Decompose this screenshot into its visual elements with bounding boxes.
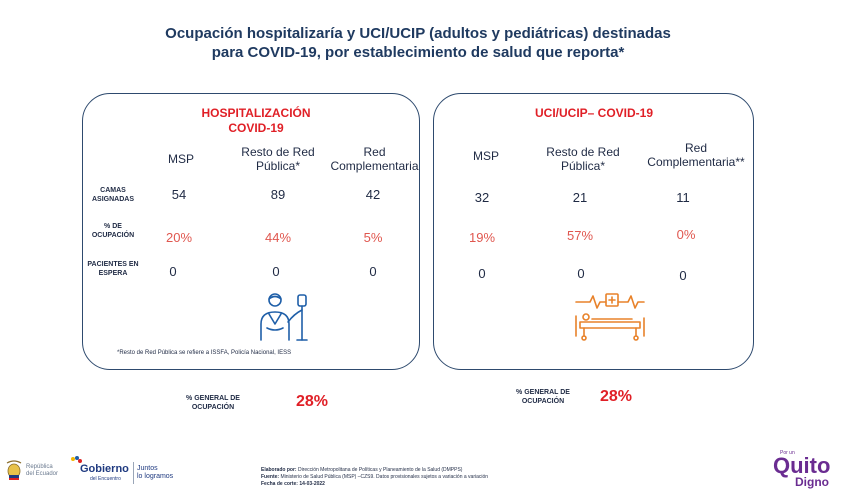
col-resto-red-line1: Resto de Red <box>241 145 315 159</box>
gobierno-name: Gobierno <box>80 463 129 475</box>
uci-col-red-complementaria: Red Complementaria** <box>641 141 751 169</box>
row-label-camas-line2: ASIGNADAS <box>91 196 134 203</box>
hosp-ocupacion-msp: 20% <box>165 230 193 245</box>
row-label-espera: PACIENTES EN ESPERA <box>83 260 143 278</box>
hospitalizacion-panel: HOSPITALIZACIÓN COVID-19 MSP Resto de Re… <box>82 93 420 370</box>
general-ocupacion-value-left: 28% <box>296 393 329 410</box>
uci-espera-comp: 0 <box>679 268 687 283</box>
row-label-ocupacion: % DE OCUPACIÓN <box>83 222 143 240</box>
credits-elaborado: Elaborado por: Dirección Metropolitana d… <box>261 467 488 474</box>
hosp-ocupacion-comp: 5% <box>363 230 383 245</box>
col-resto-red: Resto de Red Pública* <box>233 145 323 173</box>
page-title-line1: Ocupación hospitalizaría y UCI/UCIP (adu… <box>165 25 671 42</box>
hosp-camas-comp: 42 <box>365 187 381 202</box>
quito-logo-prefix: Por un <box>780 450 795 456</box>
hosp-espera-comp: 0 <box>369 264 377 279</box>
uci-ocupacion-msp: 19% <box>468 230 496 245</box>
ecuador-label-line1: República <box>26 464 53 470</box>
uci-col-red-complementaria-line2: Complementaria** <box>647 155 745 169</box>
quito-logo-digno: Digno <box>795 475 829 489</box>
gobierno-separator <box>133 462 134 484</box>
uci-col-resto-red-line1: Resto de Red <box>546 145 620 159</box>
uci-panel: UCI/UCIP– COVID-19 MSP Resto de Red Públ… <box>433 93 754 370</box>
uci-col-red-complementaria-line1: Red <box>684 141 707 155</box>
uci-title: UCI/UCIP– COVID-19 <box>534 106 654 120</box>
uci-espera-resto: 0 <box>577 266 585 281</box>
credits-fecha-value: 14-03-2022 <box>299 481 325 487</box>
general-ocupacion-value-right: 28% <box>600 388 633 405</box>
uci-camas-msp: 32 <box>474 190 490 205</box>
col-red-complementaria-line2: Complementaria <box>330 159 419 173</box>
hospital-patient-iv-icon <box>255 292 317 347</box>
col-msp: MSP <box>167 152 194 166</box>
col-red-complementaria: Red Complementaria <box>327 145 422 173</box>
uci-col-resto-red-line2: Pública* <box>560 159 606 173</box>
uci-camas-comp: 11 <box>676 190 690 205</box>
gobierno-tagline-line1: Juntos <box>137 465 158 472</box>
general-ocupacion-label-right-line1: % GENERAL DE <box>516 389 570 396</box>
general-ocupacion-label-left: % GENERAL DE OCUPACIÓN <box>168 394 258 412</box>
uci-col-resto-red: Resto de Red Pública* <box>538 145 628 173</box>
uci-ocupacion-comp: 0% <box>676 227 696 242</box>
gobierno-logo-icon <box>70 454 82 472</box>
page-title: Ocupación hospitalizaría y UCI/UCIP (adu… <box>0 24 836 62</box>
hosp-footnote: *Resto de Red Pública se refiere a ISSFA… <box>117 350 292 356</box>
row-label-espera-line2: ESPERA <box>98 270 128 277</box>
hosp-ocupacion-resto: 44% <box>264 230 292 245</box>
quito-logo: Quito <box>773 453 831 478</box>
hospitalizacion-title-line1: HOSPITALIZACIÓN <box>201 106 311 120</box>
gobierno-sub: del Encuentro <box>90 476 121 482</box>
general-ocupacion-label-left-line1: % GENERAL DE <box>186 395 240 402</box>
credits-fecha: Fecha de corte: 14-03-2022 <box>261 481 488 488</box>
ecuador-label: República del Ecuador <box>26 464 66 478</box>
ecuador-coat-of-arms-icon <box>4 459 24 486</box>
gobierno-tagline: Juntos lo logramos <box>137 465 173 481</box>
credits-fuente-value: Ministerio de Salud Pública (MSP) –CZS9.… <box>280 474 489 480</box>
credits-fuente: Fuente: Ministerio de Salud Pública (MSP… <box>261 474 488 481</box>
uci-espera-msp: 0 <box>478 266 486 281</box>
hosp-camas-msp: 54 <box>171 187 187 202</box>
uci-col-msp: MSP <box>472 149 499 163</box>
col-resto-red-line2: Pública* <box>255 159 301 173</box>
col-red-complementaria-line1: Red <box>363 145 386 159</box>
ecuador-label-line2: del Ecuador <box>26 471 59 477</box>
row-label-ocupacion-line1: % DE <box>104 223 122 230</box>
credits-elaborado-label: Elaborado por: <box>261 467 297 473</box>
hosp-camas-resto: 89 <box>270 187 286 202</box>
credits: Elaborado por: Dirección Metropolitana d… <box>261 467 488 488</box>
uci-camas-resto: 21 <box>572 190 588 205</box>
hosp-espera-msp: 0 <box>169 264 177 279</box>
uci-ocupacion-resto: 57% <box>566 228 594 243</box>
credits-fuente-label: Fuente: <box>261 474 280 480</box>
hosp-espera-resto: 0 <box>272 264 280 279</box>
gobierno-tagline-line2: lo logramos <box>137 473 174 480</box>
row-label-camas: CAMAS ASIGNADAS <box>83 186 143 204</box>
row-label-camas-line1: CAMAS <box>100 187 126 194</box>
general-ocupacion-label-right: % GENERAL DE OCUPACIÓN <box>498 388 588 406</box>
hospitalizacion-title-line2: COVID-19 <box>228 121 284 135</box>
page-title-line2: para COVID-19, por establecimiento de sa… <box>211 44 625 61</box>
general-ocupacion-label-right-line2: OCUPACIÓN <box>521 398 565 405</box>
icu-bed-monitor-icon <box>574 292 646 349</box>
general-ocupacion-label-left-line2: OCUPACIÓN <box>191 404 235 411</box>
hospitalizacion-title: HOSPITALIZACIÓN COVID-19 <box>201 106 311 136</box>
row-label-espera-line1: PACIENTES EN <box>87 261 139 268</box>
credits-elaborado-value: Dirección Metropolitana de Políticas y P… <box>297 467 463 473</box>
row-label-ocupacion-line2: OCUPACIÓN <box>91 232 135 239</box>
credits-fecha-label: Fecha de corte: <box>261 481 298 487</box>
